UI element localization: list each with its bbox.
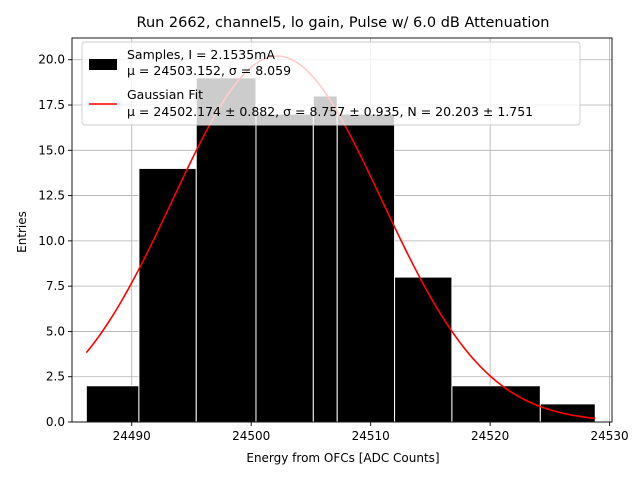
y-tick-label: 0.0 <box>46 415 65 429</box>
histogram-bar <box>312 95 338 423</box>
legend-label-samples: Samples, I = 2.1535mA <box>127 47 275 62</box>
legend: Samples, I = 2.1535mA μ = 24503.152, σ =… <box>81 41 581 126</box>
legend-stats-gaussian-fit: μ = 24502.174 ± 0.882, σ = 8.757 ± 0.935… <box>127 104 533 119</box>
y-tick-label: 10.0 <box>38 234 65 248</box>
histogram-bar <box>195 77 257 423</box>
x-axis-ticks: 24490 24500 24510 24520 24530 <box>113 422 629 443</box>
legend-swatch-samples <box>89 59 117 70</box>
legend-box <box>81 41 581 126</box>
histogram-bar <box>394 276 453 423</box>
y-tick-label: 5.0 <box>46 324 65 338</box>
y-tick-label: 2.5 <box>46 370 65 384</box>
axes-frame <box>71 37 613 423</box>
histogram-bar <box>138 167 197 423</box>
x-tick-label: 24490 <box>113 429 151 443</box>
legend-label-gaussian-fit: Gaussian Fit <box>127 87 203 102</box>
histogram-bar <box>85 385 140 423</box>
x-axis-label: Energy from OFCs [ADC Counts] <box>246 451 439 465</box>
y-tick-label: 15.0 <box>38 143 65 157</box>
histogram-bar <box>336 113 396 423</box>
y-tick-label: 17.5 <box>38 98 65 112</box>
legend-stats-samples: μ = 24503.152, σ = 8.059 <box>127 63 291 78</box>
y-tick-label: 20.0 <box>38 53 65 67</box>
histogram-bars <box>85 77 596 423</box>
histogram-bar <box>451 385 541 423</box>
chart-title: Run 2662, channel5, lo gain, Pulse w/ 6.… <box>137 15 550 31</box>
y-axis-label: Entries <box>15 211 29 253</box>
x-tick-label: 24500 <box>232 429 270 443</box>
y-tick-label: 12.5 <box>38 189 65 203</box>
histogram-bar <box>255 113 314 423</box>
x-tick-label: 24530 <box>591 429 629 443</box>
histogram-bar <box>539 403 596 423</box>
y-axis-ticks: 0.0 2.5 5.0 7.5 10.0 12.5 15.0 17.5 20.0 <box>38 53 72 429</box>
y-tick-label: 7.5 <box>46 279 65 293</box>
x-tick-label: 24520 <box>471 429 509 443</box>
x-tick-label: 24510 <box>352 429 390 443</box>
